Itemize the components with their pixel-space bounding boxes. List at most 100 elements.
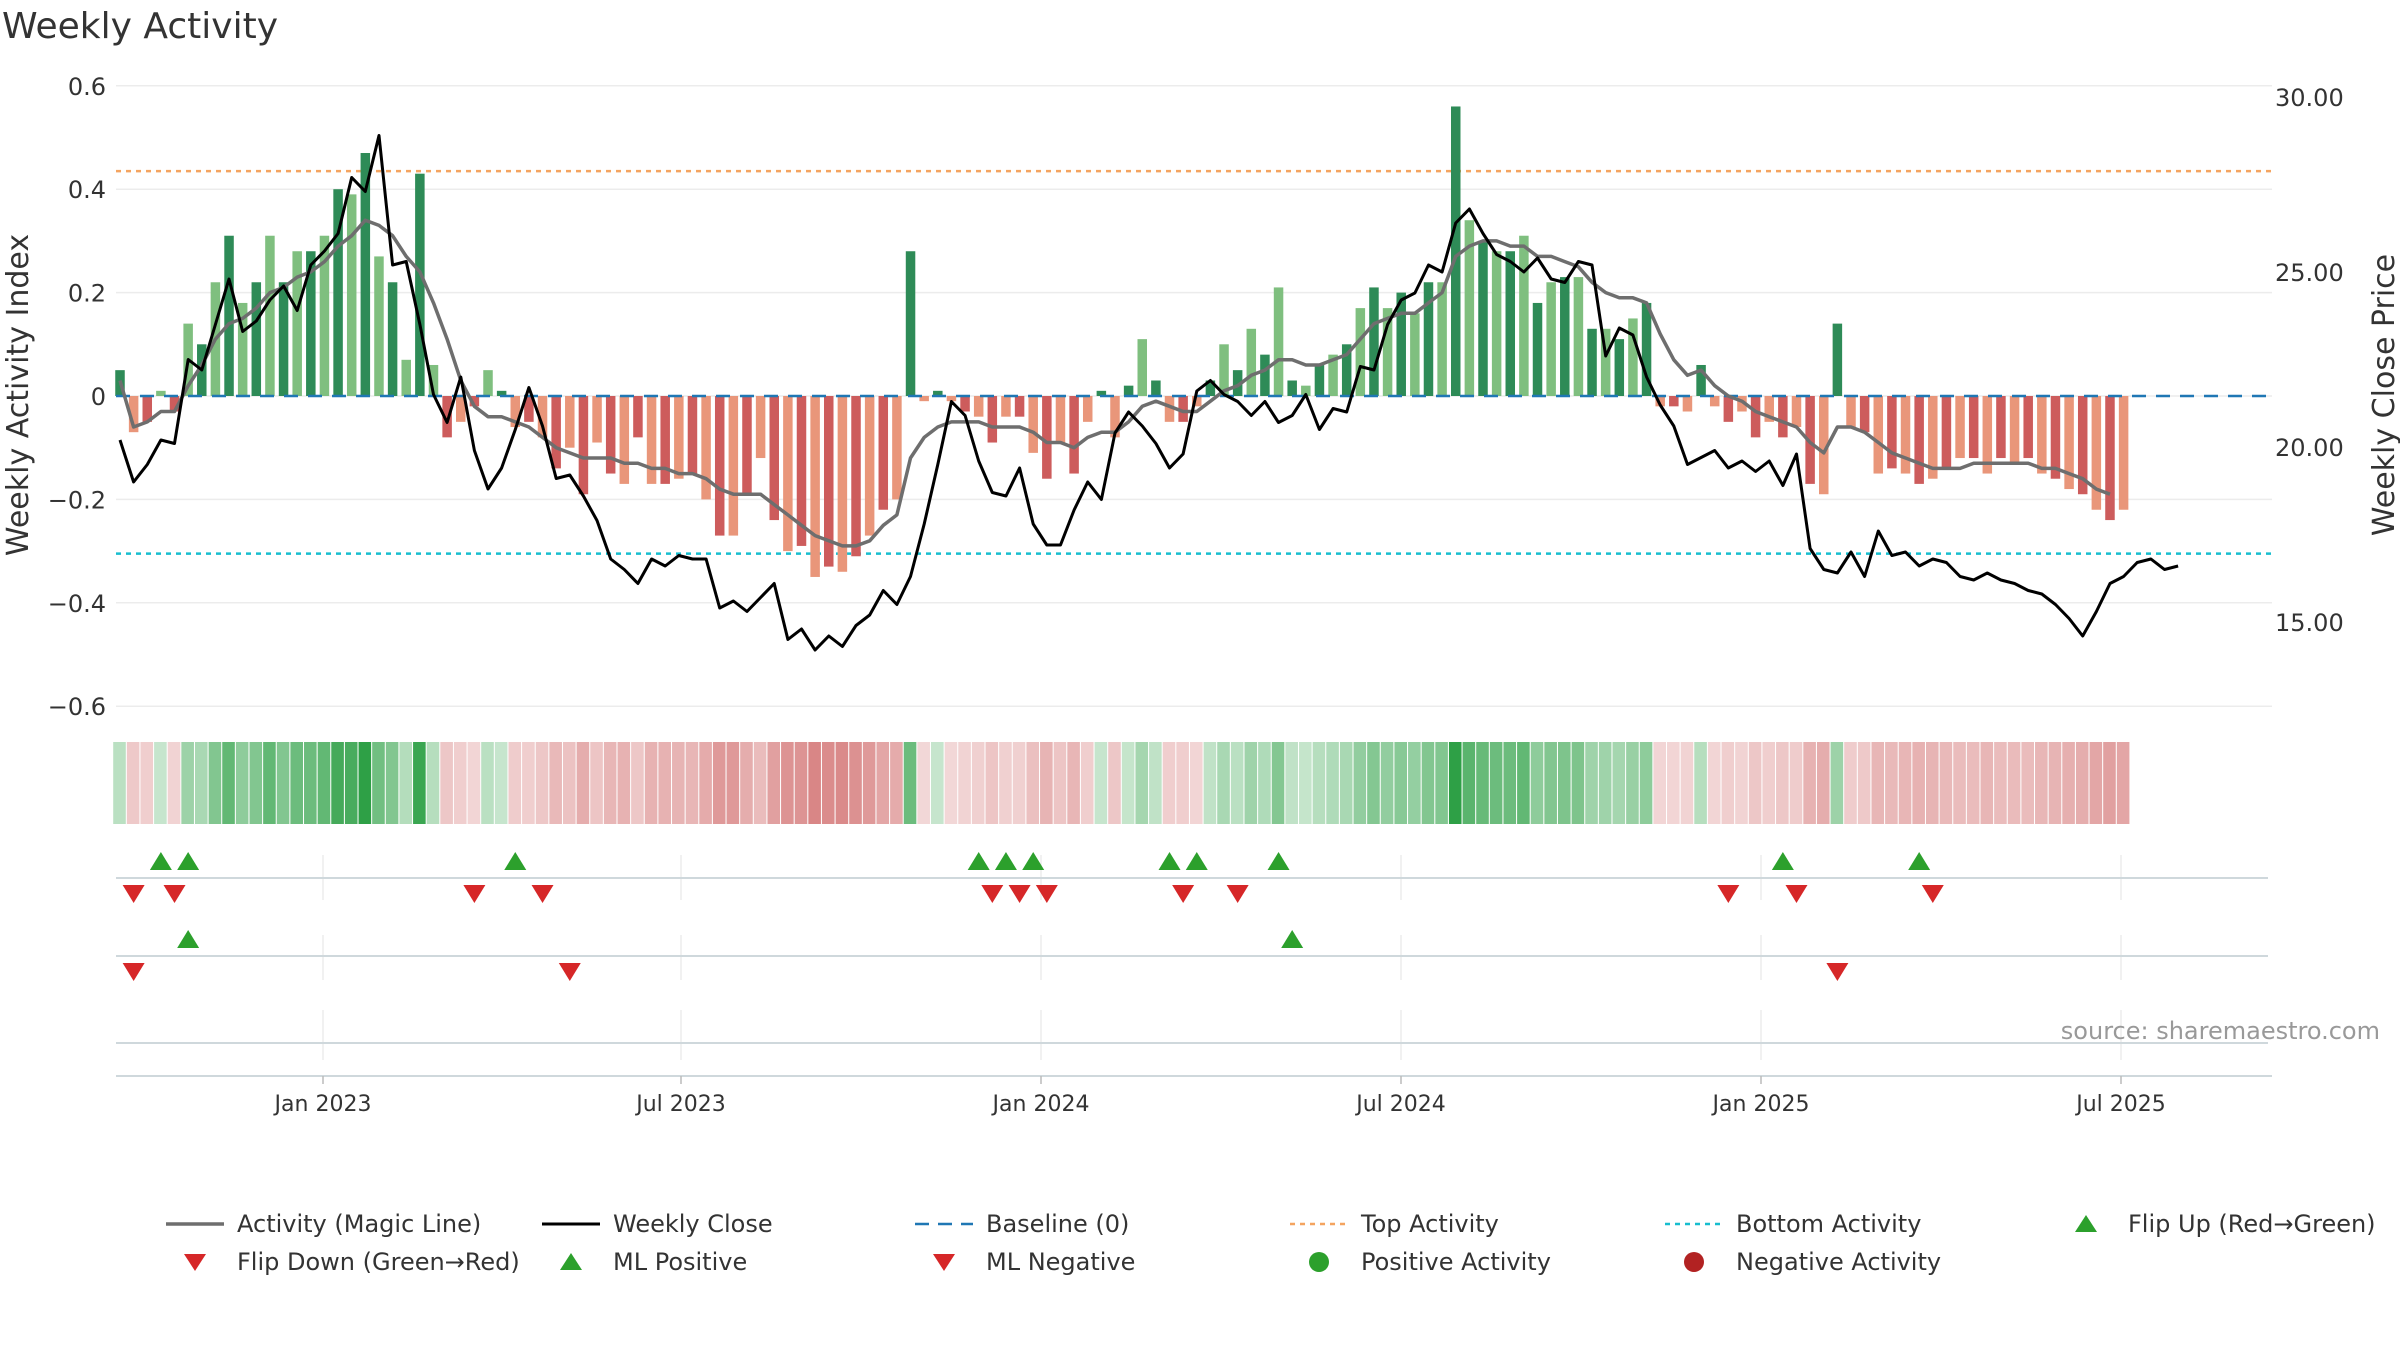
heat-cell [1966,742,1980,824]
activity-bar [810,396,820,577]
heat-cell [1299,742,1312,824]
heat-cell [685,742,699,824]
heat-cell [1476,742,1489,824]
activity-bar [1941,396,1952,469]
heat-cell [1203,742,1217,824]
heat-cell [1421,742,1435,824]
activity-bar [2037,396,2047,474]
activity-bar [1587,328,1597,396]
activity-bar [524,396,534,422]
activity-bar [292,251,302,396]
heat-cell [1448,742,1462,824]
legend-item: Weekly Close [542,1210,773,1238]
activity-bar [742,396,752,495]
activity-bar [592,396,602,443]
activity-bar [1737,396,1747,412]
activity-bar [605,396,616,474]
heat-cell [1067,742,1080,824]
heat-cell [1762,742,1776,824]
heat-cell [644,742,658,824]
heat-cell [1108,742,1121,824]
activity-bar [1723,396,1734,422]
flip-down-marker [1035,885,1058,903]
heat-cell [726,742,740,824]
activity-bar [428,364,439,396]
activity-bar [510,396,521,428]
activity-bar [224,235,234,396]
activity-bar [128,396,139,433]
activity-bar [401,359,411,396]
heat-cell [1844,742,1857,824]
ml-positive-marker [1281,930,1304,948]
activity-bar [1614,339,1625,396]
activity-bar [1628,318,1638,396]
heat-cell [2062,742,2075,824]
legend-label: Bottom Activity [1736,1210,1921,1238]
heat-cell [794,742,808,824]
activity-bar [265,235,275,396]
activity-bar [619,396,630,484]
activity-bar [1900,396,1911,474]
heat-cell [1816,742,1830,824]
heat-cell [781,742,794,824]
heat-cell [235,742,249,824]
activity-bar [1982,396,1993,474]
legend-label: Baseline (0) [986,1210,1129,1238]
heat-cell [154,742,167,824]
heat-cell [1639,742,1653,824]
heat-cell [1544,742,1557,824]
activity-bar [360,153,371,396]
activity-bar [1382,308,1393,396]
flip-up-marker [1771,852,1794,870]
y-left-tick-label: 0.2 [68,280,106,308]
activity-bar [1996,396,2006,459]
heat-cell [208,742,222,824]
flip-up-marker [1908,852,1931,870]
source-label: source: sharemaestro.com [2061,1017,2380,1045]
heat-cell [508,742,522,824]
heat-cell [1489,742,1503,824]
y-left-tick-label: 0 [91,383,106,411]
heat-cell [1040,742,1053,824]
legend-item: Flip Up (Red→Green) [2075,1210,2376,1238]
activity-bar [1028,396,1038,453]
x-tick-label: Jan 2023 [273,1092,372,1117]
activity-bar [1464,220,1475,396]
signal-rows [116,852,2268,1060]
activity-bar [2009,396,2020,464]
heat-cell [1367,742,1380,824]
activity-bar [933,390,943,396]
flip-up-marker [994,852,1017,870]
heat-cell [1408,742,1421,824]
activity-bar [1178,396,1188,422]
activity-bar [1887,396,1897,469]
activity-bar [1014,396,1025,417]
heat-cell [194,742,208,824]
activity-bar [783,396,793,552]
dot-icon [1309,1252,1329,1272]
activity-bar [333,189,343,396]
heat-cell [344,742,358,824]
ml-negative-marker [1826,963,1849,981]
heat-cell [535,742,549,824]
heat-cell [1707,742,1721,824]
activity-bar [1273,287,1284,396]
ml-negative-marker [122,963,145,981]
heat-cell [372,742,385,824]
activity-bar [1832,323,1843,396]
flip-down-marker [1172,885,1195,903]
activity-bar [2023,396,2033,459]
activity-bar [824,396,834,567]
heat-cell [1953,742,1966,824]
x-tick-label: Jul 2025 [2074,1092,2166,1117]
activity-bar [1287,380,1297,396]
heat-cell [453,742,467,824]
heat-cell [413,742,426,824]
activity-bar [551,396,561,469]
heat-cell [331,742,344,824]
activity-bar [851,396,861,557]
heat-cell [263,742,276,824]
heat-cell [440,742,453,824]
legend-label: Flip Down (Green→Red) [237,1248,520,1276]
heat-cell [1094,742,1108,824]
